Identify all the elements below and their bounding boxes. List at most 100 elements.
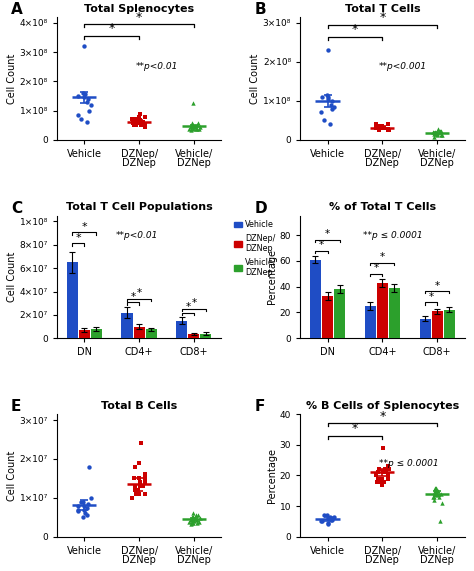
- Text: C: C: [11, 201, 22, 216]
- Point: [431, 483, 439, 492]
- Point: [141, 122, 149, 131]
- Point: [385, 126, 392, 135]
- Point: [430, 496, 438, 505]
- Point: [326, 512, 334, 521]
- Point: [129, 118, 137, 127]
- Point: [190, 120, 197, 130]
- Point: [77, 497, 85, 506]
- Bar: [444, 310, 455, 338]
- Point: [318, 517, 325, 526]
- Point: [433, 491, 441, 500]
- Point: [84, 503, 91, 512]
- Point: [381, 465, 389, 474]
- Bar: [134, 327, 145, 338]
- Point: [195, 124, 202, 133]
- Point: [320, 510, 328, 520]
- Bar: [432, 311, 443, 338]
- Point: [384, 474, 392, 483]
- Point: [137, 481, 144, 490]
- Legend: Vehicle, DZNep/
DZNep, Vehicle/
DZNep: Vehicle, DZNep/ DZNep, Vehicle/ DZNep: [231, 217, 280, 280]
- Point: [378, 480, 385, 489]
- Point: [188, 118, 196, 127]
- Point: [136, 115, 144, 124]
- Bar: [365, 306, 376, 338]
- Point: [375, 474, 383, 483]
- Text: *: *: [379, 11, 385, 25]
- Point: [189, 516, 196, 525]
- Point: [131, 118, 139, 127]
- Point: [372, 471, 379, 480]
- Point: [379, 468, 387, 477]
- Point: [130, 120, 137, 130]
- Title: % of Total T Cells: % of Total T Cells: [329, 202, 436, 212]
- Point: [85, 106, 92, 115]
- Point: [136, 112, 143, 122]
- Point: [188, 120, 196, 129]
- Bar: [67, 262, 78, 338]
- Point: [431, 486, 439, 496]
- Text: *: *: [136, 11, 142, 24]
- Point: [433, 129, 440, 138]
- Bar: [377, 283, 388, 338]
- Point: [188, 514, 196, 524]
- Point: [141, 112, 149, 122]
- Point: [431, 489, 439, 498]
- Point: [324, 514, 331, 523]
- Point: [189, 518, 197, 527]
- Text: *: *: [435, 281, 440, 291]
- Point: [437, 127, 445, 136]
- Point: [378, 122, 385, 131]
- Point: [79, 513, 86, 522]
- Text: *: *: [319, 240, 324, 250]
- Point: [191, 513, 199, 522]
- Point: [375, 465, 383, 474]
- Point: [134, 115, 141, 124]
- Point: [84, 94, 92, 103]
- Point: [431, 492, 438, 501]
- Text: **p<0.01: **p<0.01: [136, 62, 178, 71]
- Point: [135, 474, 143, 483]
- Point: [324, 93, 331, 102]
- Text: *: *: [109, 22, 115, 35]
- Point: [323, 90, 330, 99]
- Point: [83, 118, 91, 127]
- Point: [132, 120, 140, 130]
- Point: [330, 512, 338, 521]
- Bar: [419, 319, 430, 338]
- Point: [190, 509, 197, 518]
- Point: [136, 478, 144, 487]
- Title: Total T Cells: Total T Cells: [345, 3, 420, 14]
- Point: [80, 89, 87, 98]
- Point: [328, 514, 335, 523]
- Point: [377, 122, 384, 131]
- Point: [324, 94, 332, 103]
- Point: [193, 120, 201, 130]
- Point: [372, 119, 379, 128]
- Text: *: *: [75, 232, 81, 243]
- Point: [193, 515, 201, 524]
- Point: [379, 443, 386, 452]
- Point: [188, 120, 196, 129]
- Text: **p ≤ 0.0001: **p ≤ 0.0001: [363, 231, 422, 240]
- Point: [74, 91, 82, 100]
- Point: [320, 116, 328, 125]
- Text: A: A: [11, 2, 23, 18]
- Point: [429, 127, 437, 136]
- Point: [81, 42, 88, 51]
- Point: [194, 511, 201, 520]
- Point: [141, 489, 149, 498]
- Point: [81, 90, 89, 99]
- Point: [385, 465, 392, 474]
- Point: [74, 501, 82, 510]
- Point: [434, 128, 441, 137]
- Point: [187, 516, 194, 525]
- Point: [131, 485, 139, 494]
- Bar: [79, 330, 90, 338]
- Point: [136, 459, 143, 468]
- Title: Total Splenocytes: Total Splenocytes: [84, 3, 194, 14]
- Point: [193, 518, 201, 528]
- Point: [131, 115, 139, 124]
- Text: F: F: [254, 400, 264, 415]
- Point: [128, 493, 136, 502]
- Point: [137, 110, 144, 119]
